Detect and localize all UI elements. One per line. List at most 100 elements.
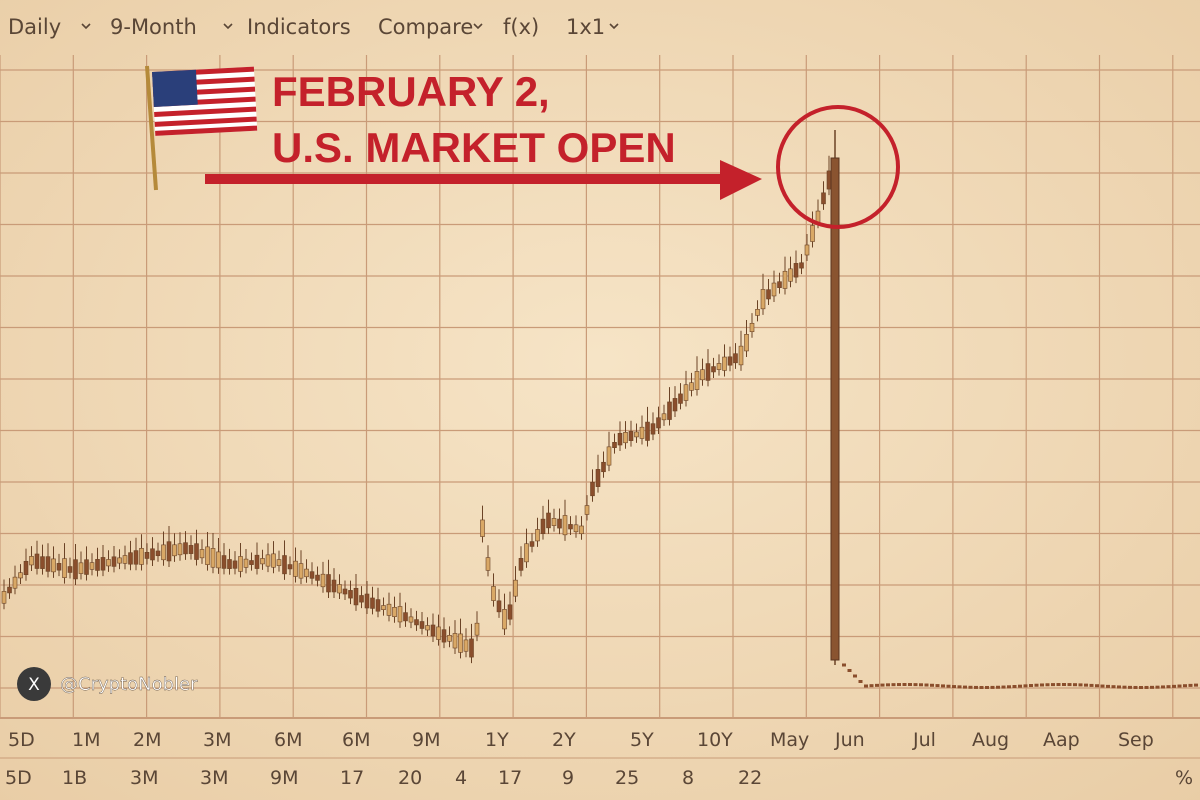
candle	[1007, 685, 1011, 689]
candle	[650, 423, 656, 435]
candle	[1166, 685, 1171, 689]
candle	[935, 684, 940, 688]
candle	[430, 624, 436, 637]
candle	[842, 663, 846, 667]
candle	[1078, 683, 1083, 687]
candle	[919, 683, 923, 687]
candle	[985, 685, 989, 689]
candle	[51, 558, 56, 573]
candle	[771, 282, 777, 297]
x-label: 1B	[62, 767, 87, 789]
candle	[1051, 683, 1055, 687]
candle	[243, 558, 249, 568]
candle	[425, 625, 430, 631]
candle	[902, 683, 907, 687]
candle	[408, 616, 414, 623]
toolbar-item[interactable]: Compare	[378, 15, 473, 39]
candle	[1139, 685, 1143, 689]
candle	[150, 548, 155, 561]
headline: U.S. MARKET OPEN	[272, 124, 676, 171]
candle	[760, 289, 766, 310]
toolbar-item[interactable]: 1x1	[566, 15, 605, 39]
candle	[144, 551, 150, 559]
candle	[315, 574, 320, 581]
toolbar-item[interactable]: 9-Month	[110, 15, 197, 39]
candle	[595, 469, 601, 487]
candle	[990, 685, 995, 689]
candle	[924, 683, 929, 687]
toolbar[interactable]: Daily 9-Month Indicators Compare f(x) 1x1	[8, 15, 619, 39]
candle	[172, 544, 177, 557]
candle	[194, 543, 199, 560]
candle	[551, 518, 557, 526]
watermark[interactable]: X @CryptoNobler	[17, 667, 198, 701]
candle	[672, 398, 678, 412]
candle	[656, 417, 661, 429]
candle	[1034, 683, 1039, 687]
candle	[1194, 683, 1198, 687]
candle	[601, 461, 606, 473]
x-label: 5Y	[630, 729, 654, 751]
candle	[623, 432, 628, 444]
candle	[864, 684, 868, 688]
candle	[287, 564, 293, 570]
toolbar-item[interactable]: f(x)	[503, 15, 539, 39]
candle	[485, 557, 491, 571]
candle	[908, 683, 912, 687]
candle	[496, 600, 502, 613]
candle	[397, 606, 403, 623]
candle	[73, 559, 78, 580]
candle	[716, 363, 722, 370]
candle	[1062, 683, 1066, 687]
candle	[535, 529, 540, 542]
toolbar-item[interactable]: Daily	[8, 15, 61, 39]
x-label: 6M	[274, 729, 302, 751]
candle	[1029, 684, 1033, 688]
candle	[447, 635, 452, 642]
candle	[1111, 685, 1116, 689]
candle	[1183, 684, 1187, 688]
candle	[1188, 683, 1193, 687]
watermark-text: @CryptoNobler	[60, 674, 198, 695]
candle	[1172, 684, 1176, 688]
candle	[276, 559, 282, 566]
candle	[1089, 683, 1094, 687]
candle	[254, 554, 260, 569]
candle	[1128, 685, 1132, 689]
x-label: Jul	[912, 729, 936, 751]
candle	[540, 518, 546, 534]
candle	[309, 571, 315, 579]
candle	[777, 281, 782, 288]
candle	[502, 609, 507, 630]
candle	[711, 366, 716, 373]
candle	[996, 685, 1000, 689]
candle	[414, 619, 419, 626]
candle	[744, 334, 749, 352]
candle	[1106, 684, 1110, 688]
candle	[12, 576, 18, 589]
candle	[45, 556, 51, 572]
chevron	[473, 23, 483, 30]
candle	[436, 626, 441, 640]
candle	[826, 170, 832, 190]
candle	[1155, 685, 1160, 689]
candle	[166, 541, 172, 562]
x-label: Aug	[972, 729, 1009, 751]
candle	[298, 563, 304, 579]
candle	[749, 322, 755, 333]
candle	[886, 683, 890, 687]
toolbar-item[interactable]: Indicators	[247, 15, 351, 39]
x-label: May	[770, 729, 809, 751]
candle	[897, 683, 901, 687]
candle	[606, 446, 612, 466]
candle	[320, 573, 326, 588]
candle	[689, 382, 694, 391]
candle	[29, 556, 34, 566]
candle	[755, 309, 760, 316]
candle	[1095, 684, 1099, 688]
highlight-circle	[776, 105, 900, 229]
candle	[1056, 683, 1061, 687]
candle	[452, 633, 458, 649]
candle	[271, 553, 276, 568]
candle	[1177, 684, 1182, 688]
